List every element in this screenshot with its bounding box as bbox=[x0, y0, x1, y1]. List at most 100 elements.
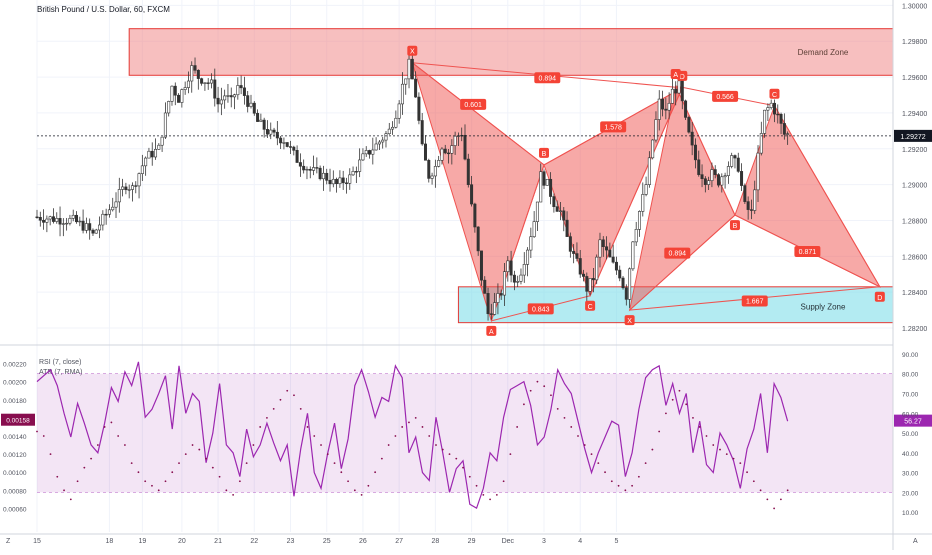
candle-body bbox=[756, 152, 760, 191]
candle-body bbox=[341, 177, 345, 184]
current-price-label: 1.29272 bbox=[900, 134, 925, 141]
candle-body bbox=[137, 173, 141, 187]
candle-body bbox=[621, 277, 625, 289]
atr-point bbox=[543, 385, 546, 388]
atr-point bbox=[658, 430, 661, 433]
candle-body bbox=[219, 99, 223, 105]
candle-body bbox=[417, 96, 421, 121]
candle-body bbox=[239, 85, 243, 89]
atr-point bbox=[509, 453, 512, 456]
atr-point bbox=[387, 444, 390, 446]
candle-body bbox=[318, 167, 322, 180]
candle-body bbox=[782, 123, 786, 135]
pattern-1-point-box bbox=[539, 147, 550, 158]
candle-body bbox=[746, 201, 750, 210]
pattern-2-point-label: C bbox=[772, 92, 777, 99]
candle-body bbox=[351, 171, 355, 176]
pattern-1-ratio-label: 0.894 bbox=[539, 75, 557, 82]
price-tick-label: 1.30000 bbox=[902, 3, 927, 10]
time-tick-label: 4 bbox=[578, 538, 582, 545]
candle-body bbox=[400, 83, 404, 105]
pattern-1-cd-line bbox=[589, 87, 683, 296]
candle-body bbox=[61, 223, 65, 225]
candle-body bbox=[265, 129, 269, 135]
candle-body bbox=[506, 260, 510, 272]
candle-body bbox=[703, 178, 707, 185]
price-tick-label: 1.28400 bbox=[902, 290, 927, 297]
atr-point bbox=[245, 462, 248, 465]
candle-body bbox=[391, 126, 395, 130]
atr-point bbox=[211, 466, 214, 469]
candle-body bbox=[272, 129, 276, 133]
pattern-2-point-box bbox=[624, 315, 635, 326]
candle-body bbox=[183, 87, 187, 90]
rsi-value-label: 56.27 bbox=[904, 419, 922, 426]
candle-body bbox=[736, 157, 740, 172]
atr-point bbox=[550, 394, 552, 397]
time-tick-label: 3 bbox=[542, 538, 546, 545]
candle-body bbox=[516, 281, 520, 283]
candle-body bbox=[226, 95, 230, 97]
candle-body bbox=[763, 109, 767, 134]
candle-body bbox=[420, 120, 424, 145]
atr-point bbox=[468, 475, 471, 478]
rsi-tick-label: 10.00 bbox=[902, 510, 919, 517]
candle-body bbox=[325, 172, 329, 181]
candle-body bbox=[529, 236, 533, 251]
pattern-1-point-box bbox=[407, 45, 418, 56]
candle-body bbox=[75, 214, 79, 223]
atr-point bbox=[137, 471, 140, 474]
candle-body bbox=[114, 201, 118, 208]
candle-body bbox=[305, 168, 309, 171]
candle-body bbox=[608, 249, 612, 258]
candle-body bbox=[690, 131, 694, 146]
candle-body bbox=[568, 236, 572, 252]
candle-body bbox=[772, 102, 776, 115]
candle-body bbox=[275, 131, 279, 139]
candle-body bbox=[628, 268, 632, 300]
atr-point bbox=[238, 480, 241, 483]
pattern-2-cd-line bbox=[774, 105, 881, 288]
candle-body bbox=[743, 185, 747, 202]
pattern-2-point-label: B bbox=[733, 223, 738, 230]
candle-body bbox=[147, 150, 151, 159]
candle-body bbox=[298, 162, 302, 167]
candle-body bbox=[259, 119, 263, 122]
candle-body bbox=[601, 239, 605, 248]
candle-body bbox=[443, 148, 447, 154]
candle-body bbox=[104, 213, 108, 216]
atr-point bbox=[83, 466, 86, 469]
atr-point bbox=[49, 453, 52, 456]
candle-body bbox=[111, 206, 115, 211]
time-tick-label: 18 bbox=[106, 538, 114, 545]
candle-body bbox=[680, 80, 684, 102]
candle-body bbox=[565, 219, 569, 237]
atr-point bbox=[157, 489, 160, 492]
candle-body bbox=[130, 185, 134, 190]
atr-tick-label: 0.00120 bbox=[3, 452, 27, 459]
atr-point bbox=[320, 444, 322, 446]
atr-point bbox=[583, 444, 586, 446]
supply-zone-label: Supply Zone bbox=[801, 303, 846, 312]
candle-body bbox=[308, 168, 312, 171]
candle-body bbox=[526, 249, 530, 265]
candle-body bbox=[295, 150, 299, 163]
candle-body bbox=[312, 167, 316, 171]
atr-point bbox=[171, 471, 174, 474]
candle-body bbox=[618, 269, 622, 279]
atr-tick-label: 0.00200 bbox=[3, 380, 27, 387]
pattern-2-ratio-box bbox=[712, 90, 739, 102]
candle-body bbox=[677, 80, 681, 94]
candle-body bbox=[81, 220, 85, 231]
candle-body bbox=[489, 313, 493, 315]
price-tick-label: 1.28200 bbox=[902, 326, 927, 333]
candle-body bbox=[776, 113, 780, 116]
pattern-1-ratio-box bbox=[600, 121, 627, 133]
pattern-1-point-label: D bbox=[680, 74, 685, 81]
candle-body bbox=[759, 133, 763, 154]
candle-body bbox=[575, 253, 579, 259]
candle-body bbox=[611, 256, 615, 263]
candle-body bbox=[479, 250, 483, 281]
